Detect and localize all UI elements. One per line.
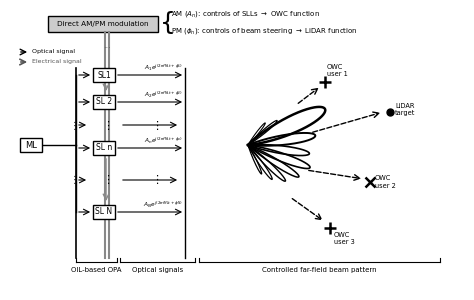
Bar <box>93 68 115 82</box>
Text: PM $(\phi_n)$: controls of beam steering $\rightarrow$ LiDAR function: PM $(\phi_n)$: controls of beam steering… <box>171 26 358 36</box>
Text: OIL-based OPA: OIL-based OPA <box>71 267 122 273</box>
Text: ML: ML <box>25 140 37 149</box>
Text: Controlled far-field beam pattern: Controlled far-field beam pattern <box>262 267 377 273</box>
Text: $\vdots$: $\vdots$ <box>69 118 77 131</box>
Text: $A_1 e^{j(2\pi f_{ML}t+\phi_1)}$: $A_1 e^{j(2\pi f_{ML}t+\phi_1)}$ <box>144 63 183 73</box>
Text: $\vdots$: $\vdots$ <box>151 173 159 187</box>
Bar <box>93 141 115 155</box>
Bar <box>20 138 42 152</box>
Text: OWC
user 2: OWC user 2 <box>375 176 396 188</box>
Bar <box>48 16 158 32</box>
Text: Electrical signal: Electrical signal <box>32 59 82 64</box>
Text: Optical signals: Optical signals <box>132 267 183 273</box>
Text: LiDAR
target: LiDAR target <box>395 103 415 116</box>
Text: SL N: SL N <box>95 208 112 217</box>
Text: $A_2 e^{j(2\pi f_{ML}t+\phi_2)}$: $A_2 e^{j(2\pi f_{ML}t+\phi_2)}$ <box>144 90 183 100</box>
Text: SL n: SL n <box>96 143 112 152</box>
Text: $A_n e^{j(2\pi f_{ML}t+\phi_n)}$: $A_n e^{j(2\pi f_{ML}t+\phi_n)}$ <box>144 136 183 146</box>
Text: Direct AM/PM modulation: Direct AM/PM modulation <box>57 21 149 27</box>
Text: SL1: SL1 <box>97 70 111 80</box>
Text: {: { <box>160 11 176 35</box>
Text: ...: ... <box>103 40 111 50</box>
Text: Optical signal: Optical signal <box>32 50 75 55</box>
Bar <box>93 95 115 109</box>
Text: AM $(A_n)$: controls of SLLs $\rightarrow$ OWC function: AM $(A_n)$: controls of SLLs $\rightarro… <box>171 9 320 19</box>
Text: $A_N e^{j(2\pi f_{ML}t+\phi_N)}$: $A_N e^{j(2\pi f_{ML}t+\phi_N)}$ <box>143 200 183 210</box>
Text: $\vdots$: $\vdots$ <box>102 173 110 187</box>
Text: $\vdots$: $\vdots$ <box>151 118 159 131</box>
Text: $\vdots$: $\vdots$ <box>102 118 110 131</box>
Bar <box>93 205 115 219</box>
Text: OWC
user 1: OWC user 1 <box>327 64 348 77</box>
Text: $\vdots$: $\vdots$ <box>69 173 77 187</box>
Text: SL 2: SL 2 <box>96 98 112 106</box>
Text: OWC
user 3: OWC user 3 <box>334 232 355 245</box>
